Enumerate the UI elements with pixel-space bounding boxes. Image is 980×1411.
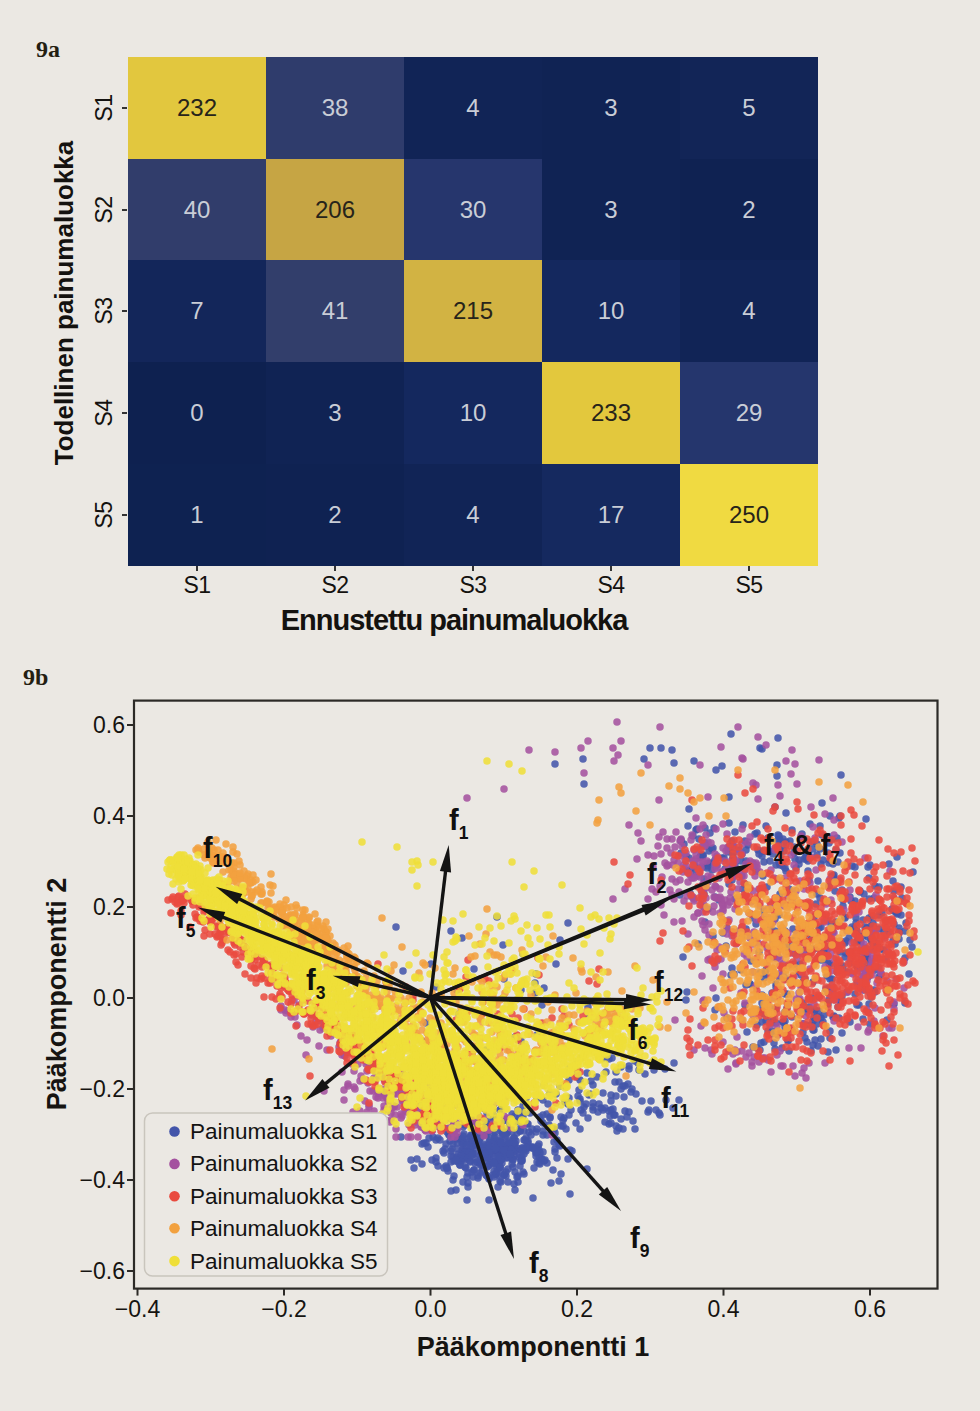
svg-text:f11: f11	[661, 1082, 689, 1121]
svg-text:Pääkomponentti 2: Pääkomponentti 2	[42, 878, 72, 1111]
svg-text:Painumaluokka S4: Painumaluokka S4	[190, 1216, 378, 1241]
svg-text:0.4: 0.4	[93, 803, 125, 829]
svg-text:f13: f13	[263, 1074, 292, 1113]
svg-text:−0.4: −0.4	[80, 1167, 126, 1193]
svg-text:−0.6: −0.6	[80, 1258, 125, 1284]
svg-text:Painumaluokka S1: Painumaluokka S1	[190, 1119, 378, 1144]
svg-text:0.0: 0.0	[93, 985, 125, 1011]
svg-text:0.4: 0.4	[708, 1296, 740, 1322]
svg-text:−0.2: −0.2	[261, 1296, 306, 1322]
svg-text:0.0: 0.0	[415, 1296, 447, 1322]
svg-text:Painumaluokka S5: Painumaluokka S5	[190, 1249, 378, 1274]
svg-text:0.2: 0.2	[93, 894, 125, 920]
svg-text:0.2: 0.2	[561, 1296, 593, 1322]
svg-text:f8: f8	[529, 1247, 549, 1286]
svg-text:−0.2: −0.2	[80, 1076, 125, 1102]
svg-text:0.6: 0.6	[93, 712, 125, 738]
svg-text:Pääkomponentti 1: Pääkomponentti 1	[417, 1332, 650, 1362]
svg-text:Painumaluokka S3: Painumaluokka S3	[190, 1184, 378, 1209]
svg-text:Painumaluokka S2: Painumaluokka S2	[190, 1151, 378, 1176]
svg-text:0.6: 0.6	[854, 1296, 886, 1322]
svg-text:−0.4: −0.4	[115, 1296, 161, 1322]
svg-text:f9: f9	[630, 1222, 650, 1261]
svg-text:f1: f1	[449, 804, 469, 843]
